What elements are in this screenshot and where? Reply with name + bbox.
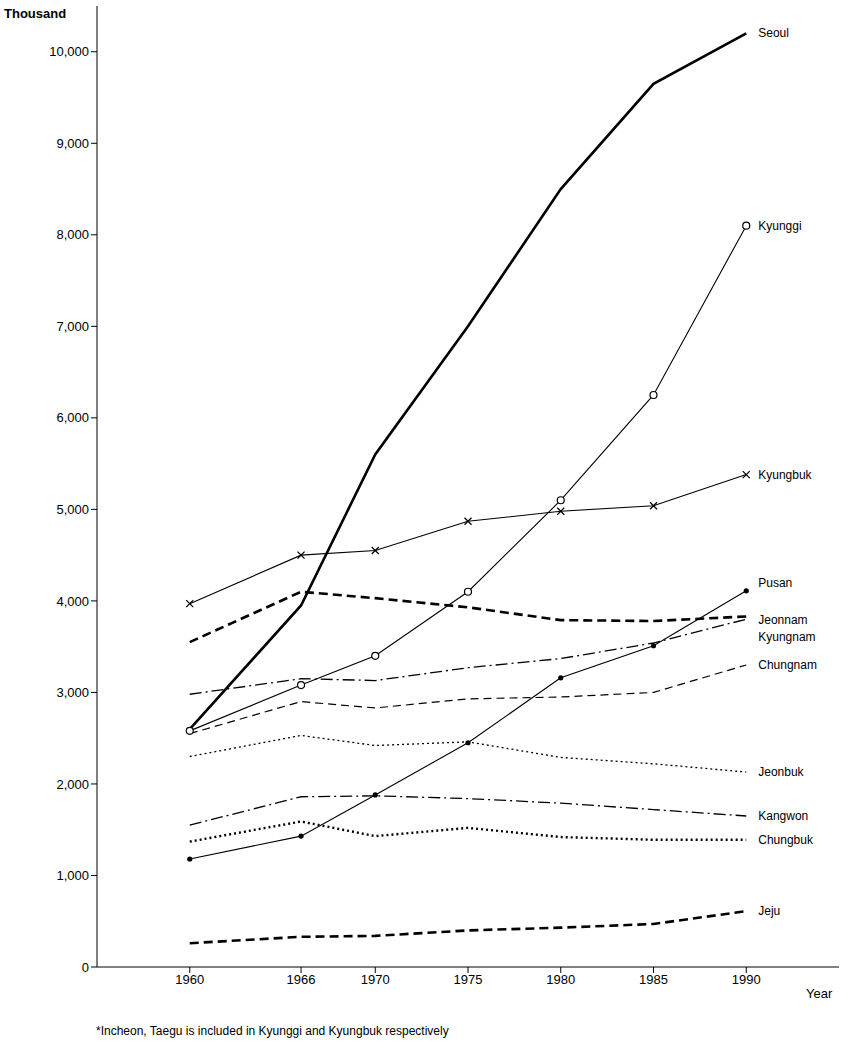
- svg-text:1960: 1960: [175, 972, 204, 987]
- svg-text:Chungbuk: Chungbuk: [758, 833, 814, 847]
- svg-text:6,000: 6,000: [56, 410, 89, 425]
- svg-text:Jeonnam: Jeonnam: [758, 613, 807, 627]
- svg-text:Kangwon: Kangwon: [758, 809, 808, 823]
- svg-text:1966: 1966: [287, 972, 316, 987]
- svg-text:1980: 1980: [546, 972, 575, 987]
- svg-text:7,000: 7,000: [56, 319, 89, 334]
- svg-text:10,000: 10,000: [49, 44, 89, 59]
- svg-text:9,000: 9,000: [56, 136, 89, 151]
- svg-text:5,000: 5,000: [56, 502, 89, 517]
- svg-text:Kyungbuk: Kyungbuk: [758, 468, 812, 482]
- svg-text:Jeju: Jeju: [758, 904, 780, 918]
- svg-text:0: 0: [82, 960, 89, 975]
- svg-text:1,000: 1,000: [56, 868, 89, 883]
- svg-text:1990: 1990: [732, 972, 761, 987]
- svg-text:Pusan: Pusan: [758, 576, 792, 590]
- svg-text:Chungnam: Chungnam: [758, 658, 817, 672]
- svg-text:4,000: 4,000: [56, 594, 89, 609]
- svg-text:8,000: 8,000: [56, 227, 89, 242]
- svg-text:1970: 1970: [361, 972, 390, 987]
- svg-text:2,000: 2,000: [56, 777, 89, 792]
- svg-text:Kyunggi: Kyunggi: [758, 219, 801, 233]
- html-text:*Incheon, Taegu is included in: *Incheon, Taegu is included in Kyunggi a…: [96, 1024, 449, 1038]
- html-text:Thousand: Thousand: [4, 6, 67, 21]
- svg-text:1985: 1985: [639, 972, 668, 987]
- svg-text:Kyungnam: Kyungnam: [758, 630, 815, 644]
- svg-text:Jeonbuk: Jeonbuk: [758, 765, 804, 779]
- svg-text:3,000: 3,000: [56, 685, 89, 700]
- html-text:Year: Year: [806, 986, 833, 1001]
- svg-text:1975: 1975: [454, 972, 483, 987]
- svg-text:Seoul: Seoul: [758, 26, 789, 40]
